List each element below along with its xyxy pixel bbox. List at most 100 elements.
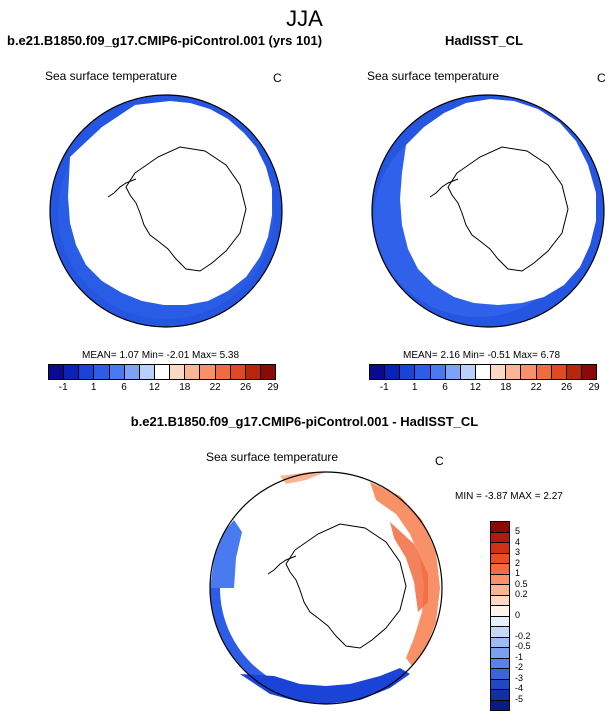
diff-cb-label: -0.5	[515, 641, 531, 652]
antarctica-coastline	[447, 146, 569, 272]
cb-right-tick: 29	[588, 382, 600, 393]
map-border	[49, 94, 283, 328]
colorbar-swatch	[475, 365, 492, 379]
colorbar-swatch	[566, 365, 582, 379]
diff-cb-label: 0.5	[515, 578, 528, 589]
colorbar-swatch	[139, 365, 155, 379]
diff-cb-label: 2	[515, 557, 521, 568]
colorbar-right-swatches	[369, 364, 597, 380]
cb-right-tick: 26	[561, 382, 573, 393]
diff-colorbar-swatch	[491, 700, 509, 710]
diff-positive-north	[280, 472, 326, 484]
colorbar-swatch	[79, 365, 95, 379]
colorbar-swatch	[581, 365, 597, 379]
colorbar-swatch	[521, 365, 537, 379]
colorbar-swatch	[551, 365, 567, 379]
diff-negative-west	[210, 520, 242, 588]
diff-colorbar-swatch	[491, 658, 509, 669]
colorbar-swatch	[170, 365, 186, 379]
colorbar-swatch	[94, 365, 110, 379]
colorbar-swatch	[49, 365, 65, 379]
colorbar-swatch	[200, 365, 216, 379]
cb-left-tick: 22	[209, 382, 221, 393]
colorbar-swatch	[430, 365, 446, 379]
antarctic-peninsula	[429, 178, 459, 198]
colorbar-left-swatches	[48, 364, 276, 380]
antarctic-peninsula	[107, 178, 137, 198]
antarctica-coastline	[125, 146, 247, 272]
diff-cb-label: 5	[515, 526, 521, 537]
panel-left-unit: C	[273, 71, 282, 85]
season-title: JJA	[286, 6, 323, 31]
cb-right-tick: 12	[469, 382, 481, 393]
panel-diff-unit: C	[435, 454, 444, 468]
colorbar-swatch	[445, 365, 461, 379]
colorbar-swatch	[215, 365, 231, 379]
map-border	[209, 471, 443, 705]
cb-left-tick: 6	[121, 382, 127, 393]
diff-colorbar-swatch	[491, 595, 509, 606]
colorbar-swatch	[109, 365, 125, 379]
cb-right-tick: 22	[530, 382, 542, 393]
panel-diff-subtitle: Sea surface temperature	[206, 450, 339, 464]
panel-diff-map	[209, 471, 443, 705]
panel-right-map	[371, 94, 605, 328]
panel-left-map	[49, 94, 283, 328]
diff-positive-core	[390, 522, 428, 612]
diff-cb-label: -3	[515, 672, 524, 683]
diff-cb-label: -0.2	[515, 630, 531, 641]
antarctic-peninsula	[267, 555, 297, 575]
cb-left-tick: -1	[58, 382, 68, 393]
colorbar-swatch	[124, 365, 140, 379]
diff-colorbar-swatch	[491, 606, 509, 617]
cb-left-tick: 29	[267, 382, 279, 393]
colorbar-swatch	[491, 365, 507, 379]
cb-left-tick: 1	[90, 382, 97, 393]
diff-colorbar-swatch	[491, 669, 509, 680]
cb-right-tick: 6	[442, 382, 448, 393]
diff-cb-label: -2	[515, 662, 524, 673]
abs-colorbar-left: -1 1 6 12 18 22 26 29	[48, 364, 279, 394]
colorbar-swatch	[385, 365, 401, 379]
diff-colorbar-swatch	[491, 574, 509, 585]
colorbar-swatch	[506, 365, 522, 379]
panel-left-subtitle: Sea surface temperature	[45, 69, 178, 83]
diff-cb-label: 4	[515, 536, 521, 547]
colorbar-swatch	[230, 365, 246, 379]
antarctica-coastline	[285, 523, 407, 649]
diff-cb-label: 1	[515, 568, 521, 579]
panel-right-stats: MEAN= 2.16 Min= -0.51 Max= 6.78	[403, 350, 561, 361]
panel-right-unit: C	[597, 71, 606, 85]
cb-right-tick: -1	[379, 382, 389, 393]
diff-colorbar-swatch	[491, 679, 509, 690]
colorbar-swatch	[415, 365, 431, 379]
diff-cb-label: 3	[515, 547, 521, 558]
colorbar-swatch	[64, 365, 80, 379]
diff-colorbar	[490, 521, 510, 711]
diff-cb-label: 0	[515, 610, 521, 620]
colorbar-swatch	[260, 365, 276, 379]
panel-right-title: HadISST_CL	[445, 33, 524, 48]
cb-left-tick: 12	[148, 382, 160, 393]
diff-colorbar-swatch	[491, 637, 509, 648]
cb-right-tick: 18	[500, 382, 512, 393]
diff-colorbar-swatch	[491, 553, 509, 564]
diff-colorbar-swatch	[491, 690, 509, 701]
panel-diff-title: b.e21.B1850.f09_g17.CMIP6-piControl.001 …	[130, 414, 479, 429]
diff-cb-label: -1	[515, 651, 524, 662]
cb-right-tick: 1	[411, 382, 418, 393]
colorbar-swatch	[245, 365, 261, 379]
diff-cb-label: -4	[515, 683, 524, 694]
abs-colorbar-right: -1 1 6 12 18 22 26 29	[369, 364, 600, 394]
diff-colorbar-swatch	[491, 543, 509, 554]
colorbar-swatch	[185, 365, 201, 379]
colorbar-swatch	[460, 365, 476, 379]
diff-colorbar-swatch	[491, 627, 509, 638]
cb-left-tick: 18	[179, 382, 191, 393]
diff-colorbar-swatch	[491, 648, 509, 659]
diff-positive-east	[370, 482, 440, 666]
colorbar-swatch	[154, 365, 171, 379]
diff-colorbar-swatch	[491, 522, 509, 533]
diff-colorbar-swatch	[491, 616, 509, 627]
diff-colorbar-labels: 5 4 3 2 1 0.5 0.2 0 -0.2 -0.5 -1 -2 -3 -…	[515, 521, 555, 709]
